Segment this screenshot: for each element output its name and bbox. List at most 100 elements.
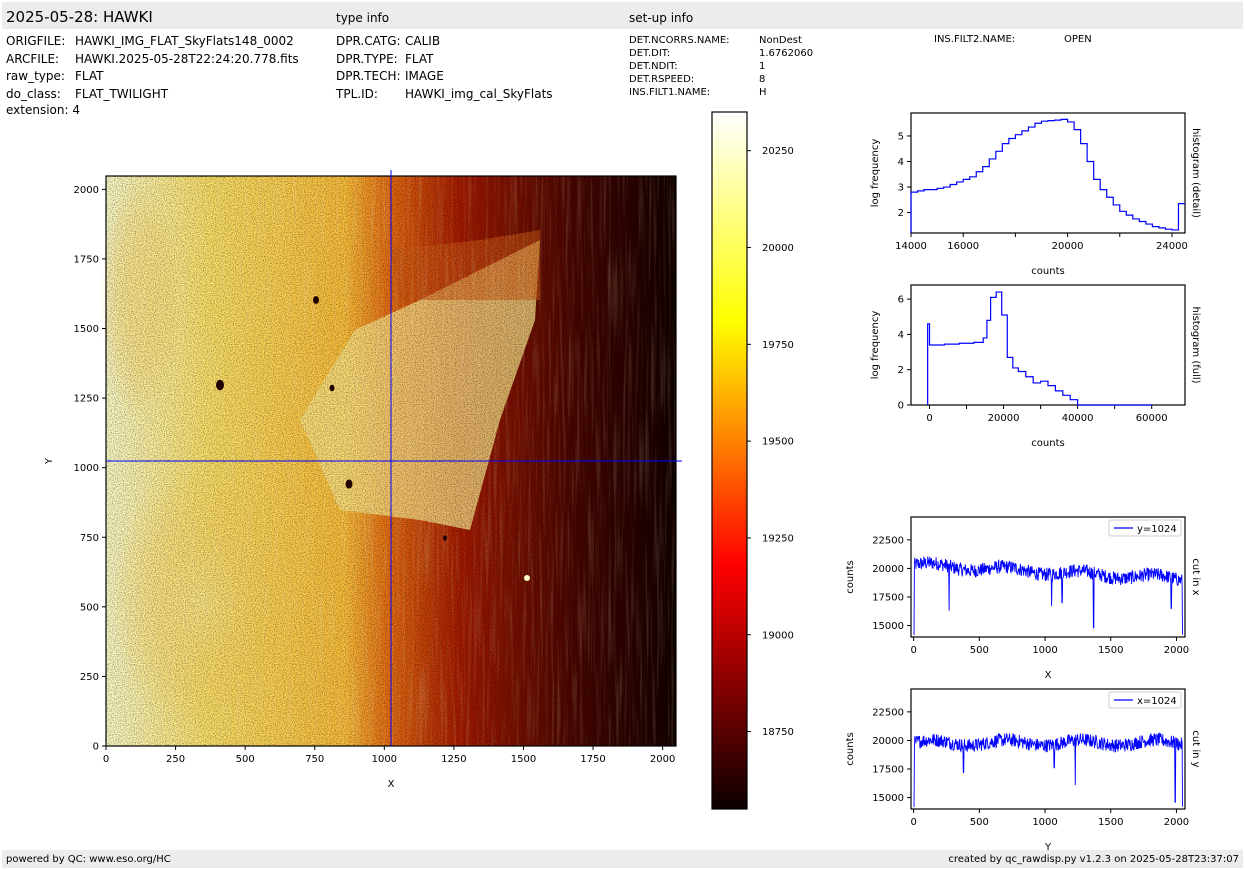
hist-full-ytick-label: 6 <box>898 295 904 306</box>
hist-full-frame <box>910 284 1186 406</box>
file-info-key: do_class: <box>6 86 61 101</box>
image-xtick-label: 0 <box>103 754 109 765</box>
cut-y-ytick-label: 20000 <box>872 736 904 747</box>
image-ytick-label: 1000 <box>74 463 99 474</box>
cut-y-line <box>913 732 1183 808</box>
cut-x-side-label: cut in x <box>1190 558 1201 595</box>
hist-detail-frame <box>910 112 1186 234</box>
cut-y-xlabel: Y <box>1044 842 1052 853</box>
extension-key: extension: <box>6 103 69 117</box>
image-xtick-label: 1750 <box>580 754 605 765</box>
cut-x-ytick-label: 20000 <box>872 564 904 575</box>
file-info-key: ORIGFILE: <box>6 34 66 48</box>
cut-x-ylabel: counts <box>845 560 856 593</box>
cut-y-ylabel: counts <box>845 732 856 765</box>
cut-x-ytick-label: 17500 <box>872 593 904 604</box>
cut-x-ytick-label: 22500 <box>872 535 904 546</box>
cut-y-xtick-label: 1500 <box>1098 817 1123 828</box>
cut-y-xtick-label: 0 <box>910 817 916 828</box>
cut-y-ytick-label: 15000 <box>872 793 904 804</box>
setup-info-2-value: OPEN <box>1064 34 1092 45</box>
cut-x-xtick-label: 0 <box>910 645 916 656</box>
image-xtick-label: 1000 <box>372 754 397 765</box>
file-info-key: raw_type: <box>6 69 65 83</box>
hist-full-ytick-label: 2 <box>898 365 904 376</box>
extension-value: 4 <box>72 103 81 117</box>
image-ytick-label: 1750 <box>74 254 99 265</box>
type-info-value: FLAT <box>405 51 434 66</box>
image-defect <box>313 296 319 304</box>
file-info-value: HAWKI_IMG_FLAT_SkyFlats148_0002 <box>75 34 294 48</box>
type-info-key: DPR.CATG: <box>336 34 401 48</box>
cut-x-ytick-label: 15000 <box>872 621 904 632</box>
image-xtick-label: 500 <box>236 754 255 765</box>
image-defect <box>443 535 447 541</box>
image-defect <box>345 479 353 489</box>
hist-detail-side-label: histogram (detail) <box>1190 128 1201 218</box>
setup-info-2-key: INS.FILT2.NAME: <box>934 34 1016 45</box>
hist-detail-ylabel: log frequency <box>870 139 881 208</box>
type-info-title: type info <box>336 11 390 25</box>
setup-info-key: DET.NCORRS.NAME: <box>629 35 730 46</box>
footer-band <box>2 850 1243 868</box>
colorbar-tick-label: 18750 <box>762 727 794 738</box>
cut-x-line <box>913 556 1183 636</box>
hist-full-xtick-label: 60000 <box>1136 413 1168 424</box>
cut-x-xtick-label: 1000 <box>1032 645 1057 656</box>
colorbar-tick-label: 20250 <box>762 146 794 157</box>
footer-right: created by qc_rawdisp.py v1.2.3 on 2025-… <box>948 854 1239 865</box>
image-xtick-label: 750 <box>305 754 324 765</box>
type-info-keys: DPR.CATG: DPR.TYPE: DPR.TECH: TPL.ID: <box>336 33 401 103</box>
setup-info-value: NonDest <box>759 35 802 46</box>
image-ytick-label: 500 <box>80 602 99 613</box>
hist-detail-ytick-label: 5 <box>898 131 904 142</box>
cut-y-ytick-label: 17500 <box>872 765 904 776</box>
cut-x-xtick-label: 500 <box>970 645 989 656</box>
setup-info-value: H <box>759 87 767 98</box>
hist-full-xtick-label: 20000 <box>988 413 1020 424</box>
type-info-values: CALIB FLAT IMAGE HAWKI_img_cal_SkyFlats <box>405 33 553 103</box>
cut-x-frame <box>910 516 1186 638</box>
image-ytick-label: 1250 <box>74 394 99 405</box>
image-xtick-label: 1500 <box>511 754 536 765</box>
setup-info-key: DET.NDIT: <box>629 61 678 72</box>
setup-info-value: 1 <box>759 61 766 72</box>
hist-detail-ytick-label: 3 <box>898 183 904 194</box>
setup-info-value: 8 <box>759 74 766 85</box>
colorbar-tick-label: 19750 <box>762 340 794 351</box>
file-info-values: HAWKI_IMG_FLAT_SkyFlats148_0002 HAWKI.20… <box>75 33 299 103</box>
type-info-value: IMAGE <box>405 69 444 83</box>
image-xtick-label: 1250 <box>441 754 466 765</box>
hist-full-ytick-label: 4 <box>898 330 904 341</box>
hist-detail-xtick-label: 24000 <box>1156 241 1188 252</box>
cut-y-side-label: cut in y <box>1190 730 1201 767</box>
header-band <box>2 2 1243 29</box>
image-ytick-label: 2000 <box>74 185 99 196</box>
setup-info-values: NonDest 1.6762060 1 8 H <box>759 34 813 99</box>
hist-detail-step-line <box>910 118 1185 233</box>
cut-y-xtick-label: 500 <box>970 817 989 828</box>
file-info-value: FLAT <box>75 69 104 83</box>
hist-detail-xtick-label: 16000 <box>947 241 979 252</box>
hist-full-xtick-label: 40000 <box>1062 413 1094 424</box>
footer-left: powered by QC: www.eso.org/HC <box>6 854 171 865</box>
colorbar-tick-label: 19500 <box>762 437 794 448</box>
file-info-keys: ORIGFILE: ARCFILE: raw_type: do_class: <box>6 33 65 103</box>
image-ylabel: Y <box>44 457 55 465</box>
image-xlabel: X <box>388 779 395 790</box>
image-xtick-label: 2000 <box>650 754 675 765</box>
setup-info-value: 1.6762060 <box>759 48 814 59</box>
setup-info-title: set-up info <box>629 11 694 25</box>
hist-full-xlabel: counts <box>1031 438 1064 449</box>
type-info-value: CALIB <box>405 34 441 48</box>
hist-detail-ytick-label: 2 <box>898 208 904 219</box>
type-info-value: HAWKI_img_cal_SkyFlats <box>405 86 553 101</box>
colorbar <box>711 111 748 810</box>
image-defect <box>216 379 224 391</box>
page-title: 2025-05-28: HAWKI <box>6 8 153 26</box>
setup-info-keys: DET.NCORRS.NAME: DET.DIT: DET.NDIT: DET.… <box>629 34 730 99</box>
cut-x-legend <box>1108 519 1182 537</box>
image-ytick-label: 250 <box>80 672 99 683</box>
cut-y-frame <box>910 688 1186 810</box>
